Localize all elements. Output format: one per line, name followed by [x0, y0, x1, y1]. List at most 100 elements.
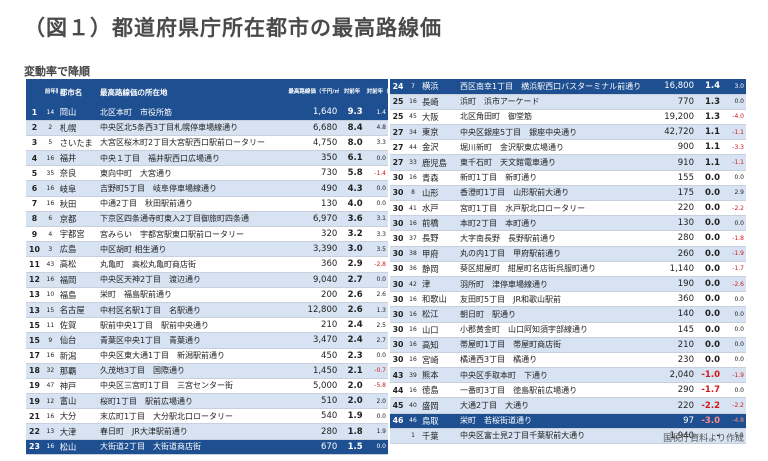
- prev-change-cell: -1.9: [722, 367, 746, 384]
- city-cell: 新潟: [57, 348, 98, 364]
- price-cell: 190: [652, 276, 696, 293]
- table-row: 11 43 高松 丸亀町 高松丸亀町商店街 360 2.9 -2.8: [26, 256, 388, 273]
- city-cell: 前橋: [420, 215, 458, 232]
- rank-cell: 30: [390, 170, 406, 186]
- change-cell: -1.0: [696, 367, 722, 384]
- prev-rank-cell: 16: [406, 382, 420, 399]
- city-cell: 福島: [57, 287, 98, 303]
- location-cell: 小郡黄金町 山口阿知須宇部線通り: [458, 322, 652, 338]
- prev-change-cell: 4.8: [364, 120, 388, 136]
- price-cell: 42,720: [652, 124, 696, 141]
- prev-rank-cell: 16: [406, 352, 420, 369]
- change-cell: 0.0: [696, 261, 722, 277]
- price-cell: 320: [286, 226, 340, 243]
- change-cell: 0.0: [696, 322, 722, 338]
- rank-cell: 30: [390, 200, 406, 217]
- city-cell: 神戸: [57, 378, 98, 395]
- location-cell: 中央区天神2丁目 渡辺通り: [97, 272, 287, 288]
- table-row: 30 37 長野 大字南長野 長野駅前通り 280 0.0 -1.8: [390, 230, 746, 247]
- prev-change-cell: 0.0: [364, 348, 388, 364]
- change-cell: -3.0: [696, 413, 722, 429]
- header-rank: [26, 79, 43, 105]
- table-row: 1 14 岡山 北区本町 市役所筋 1,640 9.3 1.4: [26, 105, 388, 121]
- rank-cell: 15: [26, 317, 43, 334]
- header-prev-change: 対前年（昨年）: [364, 79, 388, 105]
- price-cell: 1,140: [652, 261, 696, 277]
- city-cell: 高知: [420, 337, 458, 353]
- prev-rank-cell: 10: [42, 287, 58, 303]
- rank-cell: 25: [390, 94, 406, 110]
- city-cell: 長崎: [420, 94, 458, 110]
- table-row: 30 38 甲府 丸の内1丁目 甲府駅前通り 260 0.0 -1.9: [390, 246, 746, 262]
- rank-cell: 43: [390, 367, 406, 384]
- rank-cell: 44: [390, 382, 406, 399]
- prev-rank-cell: 16: [42, 408, 58, 425]
- rank-cell: 13: [26, 302, 43, 319]
- rank-cell: 17: [26, 348, 43, 364]
- table-row: 10 3 広島 中区胡町 相生通り 3,390 3.0 3.5: [26, 241, 388, 258]
- change-cell: 1.9: [339, 408, 365, 425]
- table-row: 44 16 徳島 一番町3丁目 徳島駅前広場通り 290 -1.7 0.0: [390, 382, 746, 399]
- prev-change-cell: 3.0: [722, 79, 746, 95]
- header-city: 都市名: [57, 79, 98, 105]
- rank-cell: 30: [390, 261, 406, 277]
- price-cell: 910: [652, 154, 696, 171]
- city-cell: 長野: [420, 230, 458, 247]
- prev-change-cell: 2.6: [364, 287, 388, 303]
- city-cell: 大分: [57, 408, 98, 425]
- prev-change-cell: -0.7: [364, 363, 388, 379]
- location-cell: 浜町 浜市アーケード: [458, 94, 652, 110]
- prev-rank-cell: 4: [42, 226, 58, 243]
- rank-cell: 12: [26, 272, 43, 288]
- prev-rank-cell: 38: [406, 246, 420, 262]
- prev-rank-cell: 32: [42, 363, 58, 379]
- rank-cell: 9: [26, 226, 43, 243]
- table-row: 25 45 大阪 北区角田町 御堂筋 19,200 1.3 -4.0: [390, 109, 746, 126]
- location-cell: 朝日町 駅通り: [458, 306, 652, 323]
- rank-cell: 22: [26, 423, 43, 440]
- prev-change-cell: 1.4: [364, 105, 388, 121]
- prev-change-cell: 0.0: [722, 306, 746, 323]
- price-cell: 155: [652, 170, 696, 186]
- location-cell: 中央１丁目 福井駅西口広場通り: [97, 150, 287, 167]
- prev-change-cell: 0.0: [722, 291, 746, 308]
- change-cell: 8.0: [339, 135, 365, 152]
- table-row: 45 40 盛岡 大通2丁目 大通り 220 -2.2 -2.2: [390, 397, 746, 414]
- location-cell: 中央区東大通1丁目 新潟駅前通り: [97, 348, 287, 364]
- prev-change-cell: 0.0: [722, 215, 746, 232]
- rank-cell: 1: [26, 105, 43, 121]
- change-cell: -2.2: [696, 397, 722, 414]
- prev-rank-cell: 16: [406, 215, 420, 232]
- table-row: 18 32 那覇 久茂地3丁目 国際通り 1,450 2.1 -0.7: [26, 363, 388, 379]
- prev-change-cell: -1.4: [364, 165, 388, 182]
- city-cell: 札幌: [57, 120, 98, 136]
- change-cell: 0.0: [696, 246, 722, 262]
- price-cell: 280: [652, 230, 696, 247]
- location-cell: 春日町 JR大津駅前通り: [97, 423, 287, 440]
- prev-rank-cell: 2: [42, 120, 58, 136]
- prev-change-cell: -2.2: [722, 200, 746, 217]
- city-cell: 甲府: [420, 246, 458, 262]
- location-cell: 北区本町 市役所筋: [97, 105, 287, 121]
- ranking-table-right: 24 7 横浜 西区南幸1丁目 横浜駅西口バスターミナル前通り 16,800 1.4 3.0…: [390, 79, 746, 445]
- price-cell: 145: [652, 322, 696, 338]
- price-cell: 6,680: [286, 120, 340, 136]
- rank-cell: 30: [390, 230, 406, 247]
- prev-rank-cell: 16: [406, 337, 420, 353]
- rank-cell: 18: [26, 363, 43, 379]
- change-cell: 2.9: [339, 256, 365, 273]
- table-row: 30 16 和歌山 友田町5丁目 JR和歌山駅前 360 0.0 0.0: [390, 291, 746, 308]
- location-cell: 中央区北5条西3丁目札幌停車場線通り: [97, 120, 287, 136]
- location-cell: 中央区手取本町 下通り: [458, 367, 652, 384]
- rank-cell: 6: [26, 180, 43, 197]
- rank-cell: 30: [390, 306, 406, 323]
- prev-rank-cell: 16: [406, 170, 420, 186]
- prev-change-cell: 1.3: [364, 302, 388, 319]
- change-cell: 1.1: [696, 154, 722, 171]
- city-cell: 岡山: [57, 105, 98, 121]
- prev-rank-cell: 1: [406, 428, 420, 445]
- location-cell: 中区胡町 相生通り: [97, 241, 287, 258]
- prev-rank-cell: 16: [406, 291, 420, 308]
- location-cell: 青葉区中央1丁目 青葉通り: [97, 332, 287, 349]
- city-cell: 青森: [420, 170, 458, 186]
